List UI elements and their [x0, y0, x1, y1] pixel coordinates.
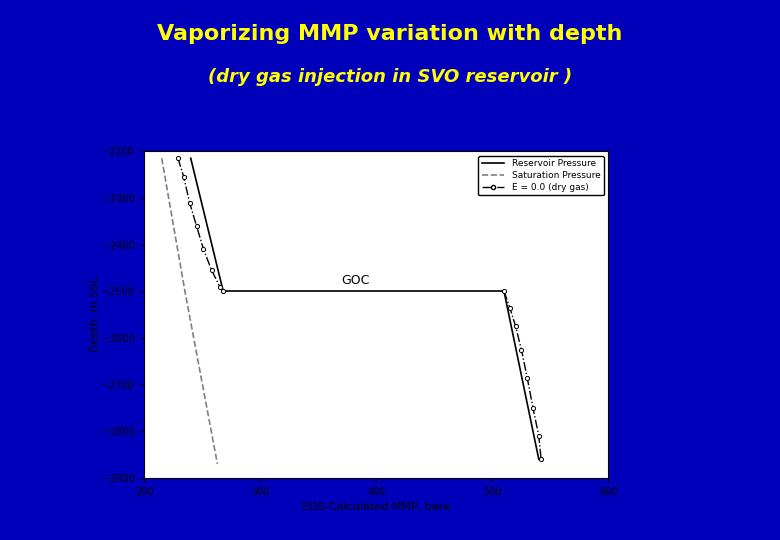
Text: Vaporizing MMP variation with depth: Vaporizing MMP variation with depth: [158, 24, 622, 44]
Text: (dry gas injection in SVO reservoir ): (dry gas injection in SVO reservoir ): [208, 68, 572, 85]
X-axis label: EOS-Calculated MMP, bara: EOS-Calculated MMP, bara: [303, 503, 450, 512]
Text: GOC: GOC: [342, 274, 370, 287]
Legend: Reservoir Pressure, Saturation Pressure, E = 0.0 (dry gas): Reservoir Pressure, Saturation Pressure,…: [478, 156, 604, 195]
Y-axis label: Depth, m SSL: Depth, m SSL: [90, 276, 100, 353]
